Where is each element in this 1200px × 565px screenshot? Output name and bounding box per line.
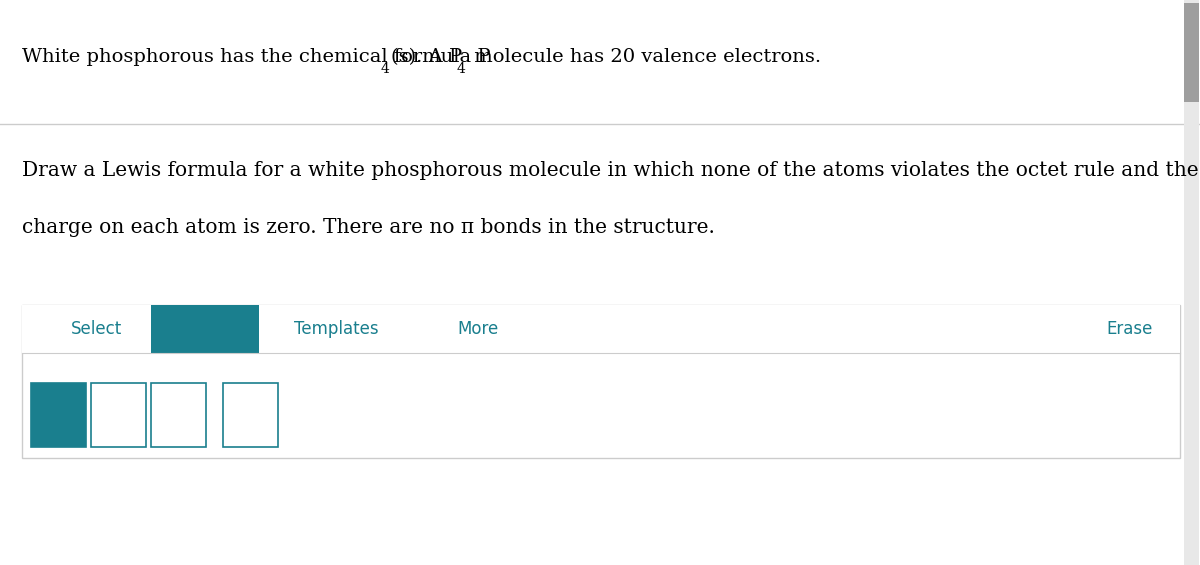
Text: Draw: Draw: [181, 320, 229, 338]
Text: //: //: [112, 406, 126, 424]
FancyBboxPatch shape: [151, 305, 259, 353]
Text: ///: ///: [169, 406, 188, 424]
FancyBboxPatch shape: [22, 305, 1180, 353]
FancyBboxPatch shape: [91, 383, 146, 447]
Text: More: More: [457, 320, 498, 338]
Text: White phosphorous has the chemical formula P: White phosphorous has the chemical formu…: [22, 48, 491, 66]
Text: (s). A P: (s). A P: [391, 48, 463, 66]
Text: Erase: Erase: [1106, 320, 1153, 338]
Text: Select: Select: [71, 320, 121, 338]
FancyBboxPatch shape: [151, 383, 206, 447]
Text: molecule has 20 valence electrons.: molecule has 20 valence electrons.: [468, 48, 821, 66]
Text: Templates: Templates: [294, 320, 378, 338]
Text: 4: 4: [380, 62, 390, 76]
Text: /: /: [54, 401, 64, 429]
Text: Draw a Lewis formula for a white phosphorous molecule in which none of the atoms: Draw a Lewis formula for a white phospho…: [22, 161, 1200, 180]
Text: 4: 4: [457, 62, 466, 76]
FancyBboxPatch shape: [1183, 0, 1200, 565]
FancyBboxPatch shape: [31, 383, 86, 447]
Text: charge on each atom is zero. There are no π bonds in the structure.: charge on each atom is zero. There are n…: [22, 218, 714, 237]
Text: P: P: [245, 406, 257, 424]
FancyBboxPatch shape: [22, 305, 1180, 458]
FancyBboxPatch shape: [223, 383, 278, 447]
FancyBboxPatch shape: [1183, 3, 1200, 102]
